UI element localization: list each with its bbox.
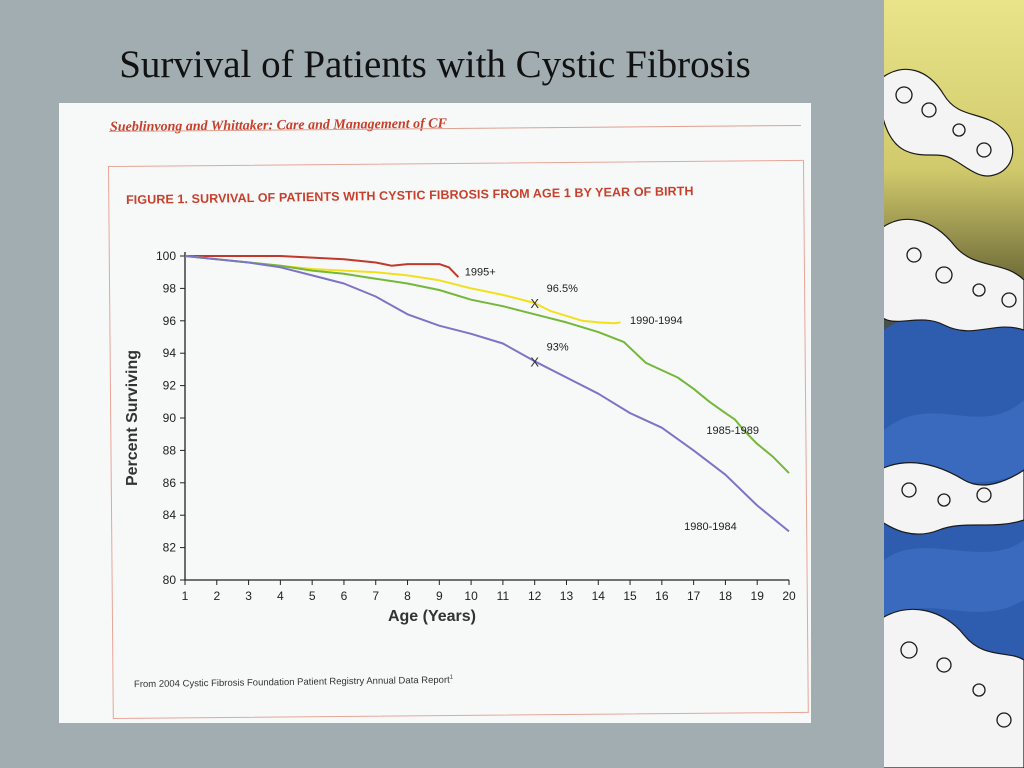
x-tick-label: 5: [309, 589, 316, 603]
journal-figure-page: Sueblinvong and Whittaker: Care and Mana…: [59, 103, 811, 723]
y-tick-label: 92: [163, 379, 177, 393]
wave-band: [884, 540, 1024, 620]
x-tick-label: 13: [560, 589, 574, 603]
x-tick-label: 15: [623, 589, 637, 603]
x-tick-label: 7: [372, 589, 379, 603]
slide-title: Survival of Patients with Cystic Fibrosi…: [119, 43, 751, 86]
x-tick-label: 10: [464, 589, 478, 603]
chart-series: 1995+ 1990-1994 1985-1989 1980-1984: [184, 255, 790, 533]
x-tick-label: 20: [782, 589, 796, 603]
y-tick-label: 98: [163, 281, 177, 295]
series-label-1980-1984: 1980-1984: [684, 521, 737, 533]
x-tick-label: 11: [497, 589, 510, 603]
series-line-1980-1984: [184, 255, 790, 533]
y-tick-label: 96: [163, 314, 177, 328]
x-tick-label: 2: [213, 589, 220, 603]
y-tick-label: 86: [163, 476, 177, 490]
y-tick-label: 84: [163, 508, 177, 522]
y-tick-label: 82: [163, 541, 177, 555]
x-tick-label: 9: [436, 589, 443, 603]
x-axis-label: Age (Years): [388, 608, 476, 625]
x-tick-label: 19: [751, 589, 765, 603]
x-tick-label: 17: [687, 589, 701, 603]
x-tick-label: 4: [277, 589, 284, 603]
wave-curls: [895, 86, 1017, 728]
x-tick-label: 12: [528, 589, 542, 603]
x-tick-label: 8: [404, 589, 411, 603]
chart-annotations: X 96.5% X 93%: [530, 283, 578, 369]
x-tick-label: 3: [245, 589, 252, 603]
y-tick-label: 90: [163, 411, 177, 425]
series-label-1985-1989: 1985-1989: [706, 425, 759, 437]
annotation-marker: X: [530, 296, 539, 311]
wave-decoration: [884, 0, 1024, 768]
series-label-1995plus: 1995+: [465, 266, 496, 278]
y-axis-label: Percent Surviving: [124, 350, 141, 486]
series-label-1990-1994: 1990-1994: [630, 315, 683, 327]
x-tick-label: 14: [592, 589, 606, 603]
y-tick-label: 100: [156, 249, 176, 263]
wave-foam: [884, 68, 1024, 768]
x-tick-label: 1: [182, 589, 189, 603]
y-tick-label: 94: [163, 346, 177, 360]
x-tick-label: 6: [341, 589, 348, 603]
annotation-marker: X: [530, 354, 539, 369]
x-tick-label: 18: [719, 589, 733, 603]
x-tick-label: 16: [655, 589, 669, 603]
series-line-1985-1989: [184, 255, 790, 474]
annotation-label: 93%: [547, 341, 569, 353]
annotation-label: 96.5%: [547, 283, 578, 295]
series-line-1995plus: [185, 255, 460, 278]
y-tick-label: 80: [163, 573, 177, 587]
y-tick-label: 88: [163, 443, 177, 457]
